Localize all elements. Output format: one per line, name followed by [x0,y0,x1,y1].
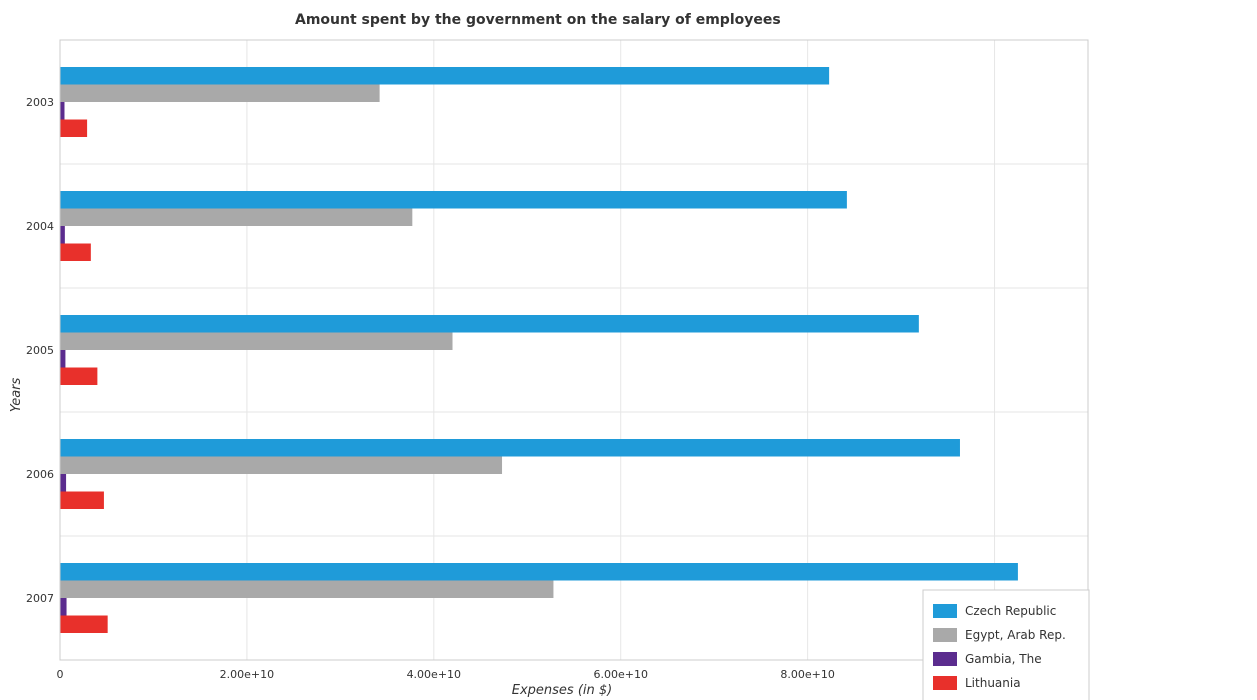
legend-swatch [933,676,957,690]
legend: Czech Republic Egypt, Arab Rep. Gambia, Th… [922,589,1090,700]
bar-czech-republic [60,67,830,85]
x-tick-label: 6.00e+10 [593,668,647,681]
plot-area: 02.00e+104.00e+106.00e+108.00e+101.00e+1… [26,39,1089,681]
y-tick-label: 2006 [26,468,54,481]
x-tick-label: 8.00e+10 [780,668,834,681]
x-tick-label: 4.00e+10 [407,668,461,681]
bar-egypt-arab-rep [60,456,503,474]
legend-swatch [933,628,957,642]
chart-title: Amount spent by the government on the sa… [295,12,781,28]
legend-swatch [933,604,957,618]
bar-gambia-the [60,226,65,244]
bar-lithuania [60,243,91,261]
bar-gambia-the [60,474,67,492]
bar-egypt-arab-rep [60,580,554,598]
bar-gambia-the [60,598,67,616]
bar-czech-republic [60,563,1018,581]
bar-egypt-arab-rep [60,84,380,102]
bar-lithuania [60,119,88,137]
y-tick-label: 2004 [26,220,54,233]
x-axis-label: Expenses (in $) [512,683,612,698]
bar-lithuania [60,615,108,633]
bar-egypt-arab-rep [60,208,413,226]
legend-swatch [933,652,957,666]
legend-label: Czech Republic [965,604,1056,618]
x-tick-label: 2.00e+10 [220,668,274,681]
bar-czech-republic [60,315,919,333]
bar-lithuania [60,367,98,385]
legend-label: Gambia, The [965,652,1042,666]
legend-label: Egypt, Arab Rep. [965,628,1066,642]
y-tick-label: 2003 [26,96,54,109]
legend-label: Lithuania [965,676,1021,690]
bar-egypt-arab-rep [60,332,453,350]
y-axis-label: Years [9,377,24,412]
bar-czech-republic [60,191,847,209]
plot-frame [59,39,1089,661]
bar-czech-republic [60,439,960,457]
y-tick-label: 2007 [26,592,54,605]
bar-lithuania [60,491,104,509]
bar-gambia-the [60,102,65,120]
y-tick-label: 2005 [26,344,54,357]
x-tick-label: 0 [57,668,64,681]
bar-gambia-the [60,350,66,368]
